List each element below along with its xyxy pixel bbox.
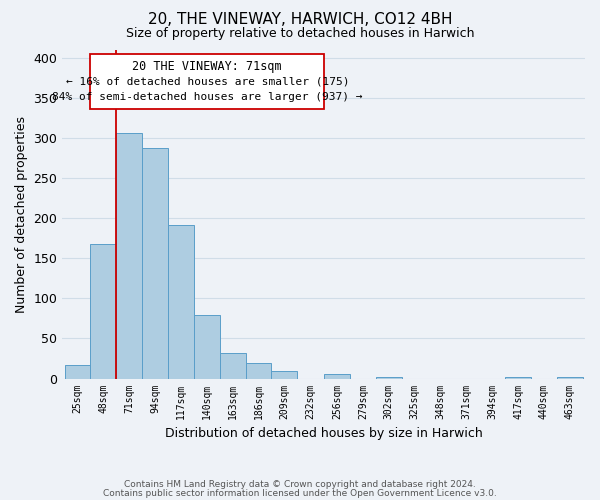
Text: 84% of semi-detached houses are larger (937) →: 84% of semi-detached houses are larger (… [52, 92, 362, 102]
Bar [91, 244, 116, 378]
Text: Contains public sector information licensed under the Open Government Licence v3: Contains public sector information licen… [103, 490, 497, 498]
Bar [376, 377, 402, 378]
Bar [505, 377, 531, 378]
Bar [271, 370, 297, 378]
Bar [142, 148, 168, 378]
Text: Size of property relative to detached houses in Harwich: Size of property relative to detached ho… [126, 28, 474, 40]
Text: 20, THE VINEWAY, HARWICH, CO12 4BH: 20, THE VINEWAY, HARWICH, CO12 4BH [148, 12, 452, 28]
Bar [245, 362, 271, 378]
Bar [65, 365, 91, 378]
Bar [116, 132, 142, 378]
Text: ← 16% of detached houses are smaller (175): ← 16% of detached houses are smaller (17… [65, 76, 349, 86]
FancyBboxPatch shape [91, 54, 324, 110]
Bar [220, 353, 245, 378]
Bar [168, 226, 194, 378]
X-axis label: Distribution of detached houses by size in Harwich: Distribution of detached houses by size … [165, 427, 482, 440]
Bar [324, 374, 350, 378]
Bar [194, 315, 220, 378]
Y-axis label: Number of detached properties: Number of detached properties [15, 116, 28, 313]
Bar [557, 377, 583, 378]
Text: 20 THE VINEWAY: 71sqm: 20 THE VINEWAY: 71sqm [133, 60, 282, 72]
Text: Contains HM Land Registry data © Crown copyright and database right 2024.: Contains HM Land Registry data © Crown c… [124, 480, 476, 489]
